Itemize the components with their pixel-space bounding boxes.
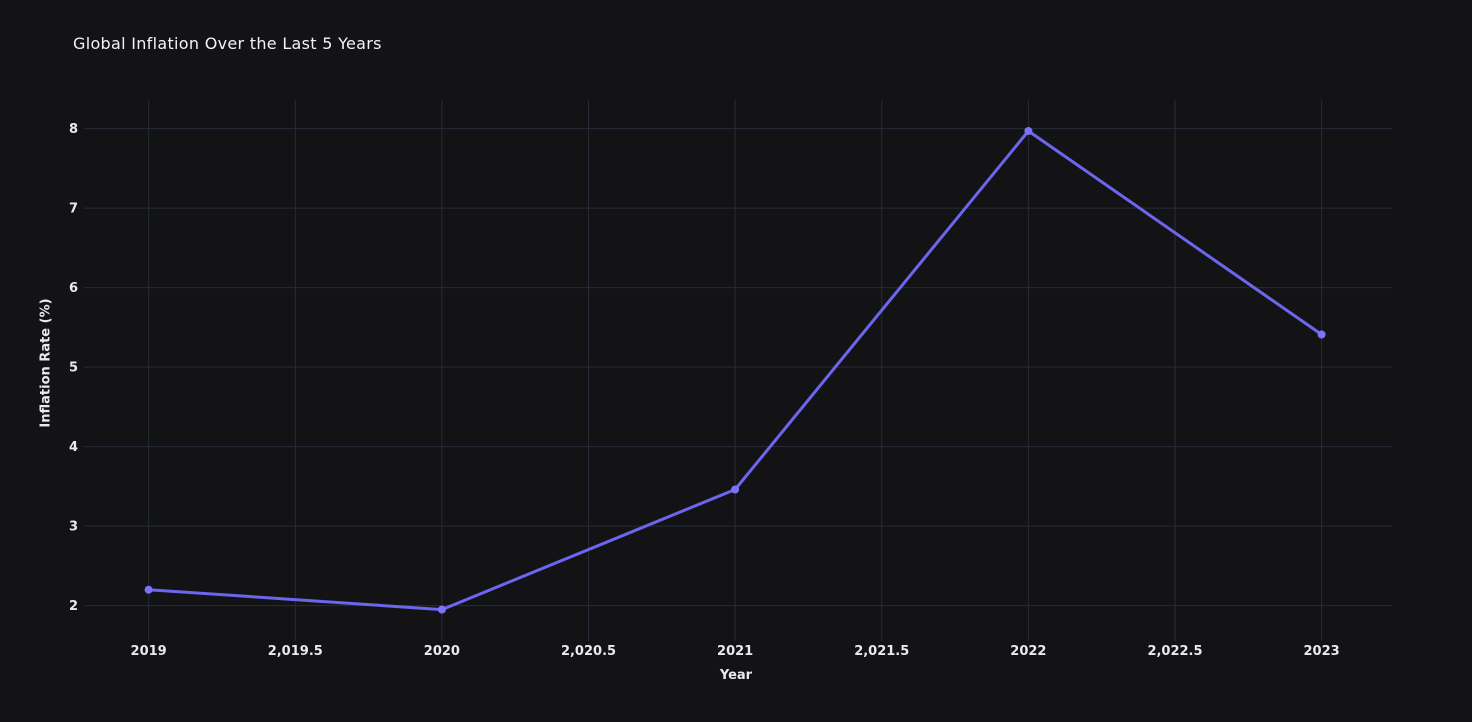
data-point (144, 585, 153, 594)
x-axis-title: Year (719, 668, 753, 683)
x-tick-label: 2021 (717, 644, 753, 659)
vertical-gridlines (148, 100, 1323, 641)
y-tick-label: 6 (69, 281, 78, 296)
x-tick-label: 2019 (131, 644, 167, 659)
x-tick-label: 2023 (1304, 644, 1340, 659)
data-point (731, 485, 740, 494)
y-tick-labels: 2 3 4 5 6 7 8 (69, 122, 78, 614)
x-tick-label: 2,021.5 (854, 644, 909, 659)
chart-title: Global Inflation Over the Last 5 Years (73, 34, 382, 53)
x-tick-label: 2,022.5 (1147, 644, 1202, 659)
y-tick-label: 2 (69, 599, 78, 614)
x-tick-label: 2,020.5 (561, 644, 616, 659)
y-axis-title: Inflation Rate (%) (38, 298, 54, 428)
data-point-markers (144, 127, 1326, 614)
x-tick-label: 2022 (1010, 644, 1046, 659)
x-tick-label: 2020 (424, 644, 460, 659)
y-tick-label: 8 (69, 122, 78, 137)
y-tick-label: 4 (69, 440, 78, 455)
x-tick-labels: 2019 2,019.5 2020 2,020.5 2021 2,021.5 2022 2,0… (131, 644, 1340, 659)
data-point (437, 605, 446, 614)
y-tick-label: 7 (69, 202, 78, 217)
y-tick-label: 3 (69, 520, 78, 535)
horizontal-gridlines (84, 128, 1392, 607)
data-point (1317, 330, 1326, 339)
x-tick-label: 2,019.5 (268, 644, 323, 659)
data-point (1024, 127, 1033, 135)
y-tick-label: 5 (69, 361, 78, 376)
